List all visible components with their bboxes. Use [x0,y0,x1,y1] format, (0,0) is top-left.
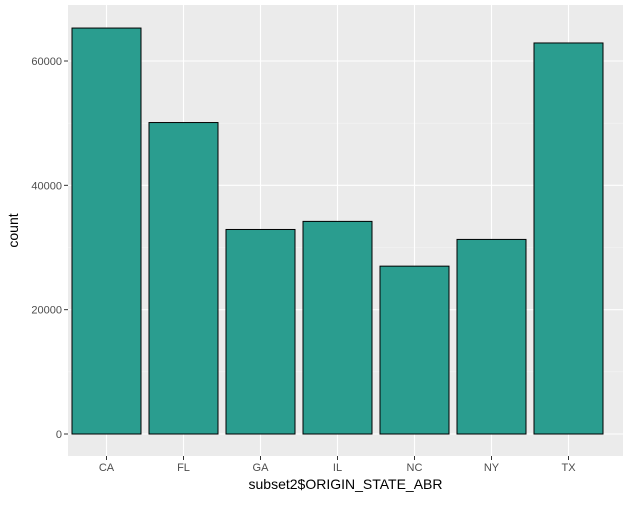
bar-fl [148,122,219,435]
y-tick-label: 60000 [31,56,62,68]
bar-ca [71,27,142,435]
bars [71,27,604,435]
bar-nc [379,265,450,435]
y-tick-label: 40000 [31,180,62,192]
x-tick-label-il: IL [333,462,342,474]
bar-tx [533,42,604,435]
y-axis-ticks: 0 20000 40000 60000 [31,56,68,441]
y-tick-label: 0 [56,429,62,441]
x-tick-label-fl: FL [177,462,190,474]
x-tick-label-nc: NC [407,462,423,474]
x-axis-title: subset2$ORIGIN_STATE_ABR [249,476,443,492]
x-axis-ticks: CA FL GA IL NC NY TX [99,456,576,474]
bar-il [302,220,373,435]
y-axis-title: count [5,213,21,247]
bar-ny [456,238,527,435]
x-tick-label-ca: CA [99,462,115,474]
bar-ga [225,228,296,435]
x-tick-label-ny: NY [484,462,500,474]
x-tick-label-tx: TX [561,462,576,474]
x-tick-label-ga: GA [253,462,270,474]
y-tick-label: 20000 [31,305,62,317]
